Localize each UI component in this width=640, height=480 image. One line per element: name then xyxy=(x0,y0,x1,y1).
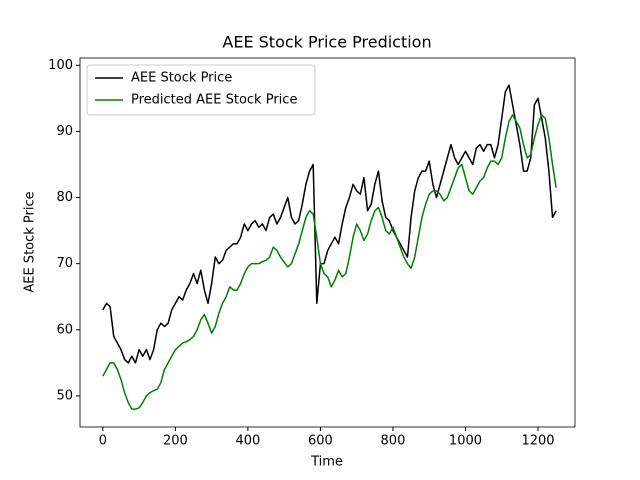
y-axis-label: AEE Stock Price xyxy=(23,191,38,292)
plot-frame xyxy=(79,57,576,428)
x-axis-label: Time xyxy=(310,455,343,470)
x-tick-label: 400 xyxy=(235,434,260,449)
line-series xyxy=(102,114,557,410)
y-tick-label: 50 xyxy=(56,388,73,403)
y-tick-label: 60 xyxy=(56,322,73,337)
y-tick-label: 90 xyxy=(56,124,73,139)
legend-box xyxy=(86,64,316,116)
legend-label: Predicted AEE Stock Price xyxy=(131,93,297,108)
y-tick-label: 80 xyxy=(56,190,73,205)
x-tick-label: 0 xyxy=(99,434,107,449)
line-series xyxy=(102,84,557,364)
x-tick-label: 1200 xyxy=(521,434,554,449)
x-tick-label: 1000 xyxy=(449,434,482,449)
x-tick-label: 600 xyxy=(308,434,333,449)
chart-title: AEE Stock Price Prediction xyxy=(222,33,431,52)
x-tick-label: 200 xyxy=(163,434,188,449)
y-tick-label: 100 xyxy=(48,58,73,73)
y-tick-label: 70 xyxy=(56,256,73,271)
legend-label: AEE Stock Price xyxy=(131,71,232,86)
legend: AEE Stock Price Predicted AEE Stock Price xyxy=(86,64,316,116)
x-tick-label: 800 xyxy=(381,434,406,449)
